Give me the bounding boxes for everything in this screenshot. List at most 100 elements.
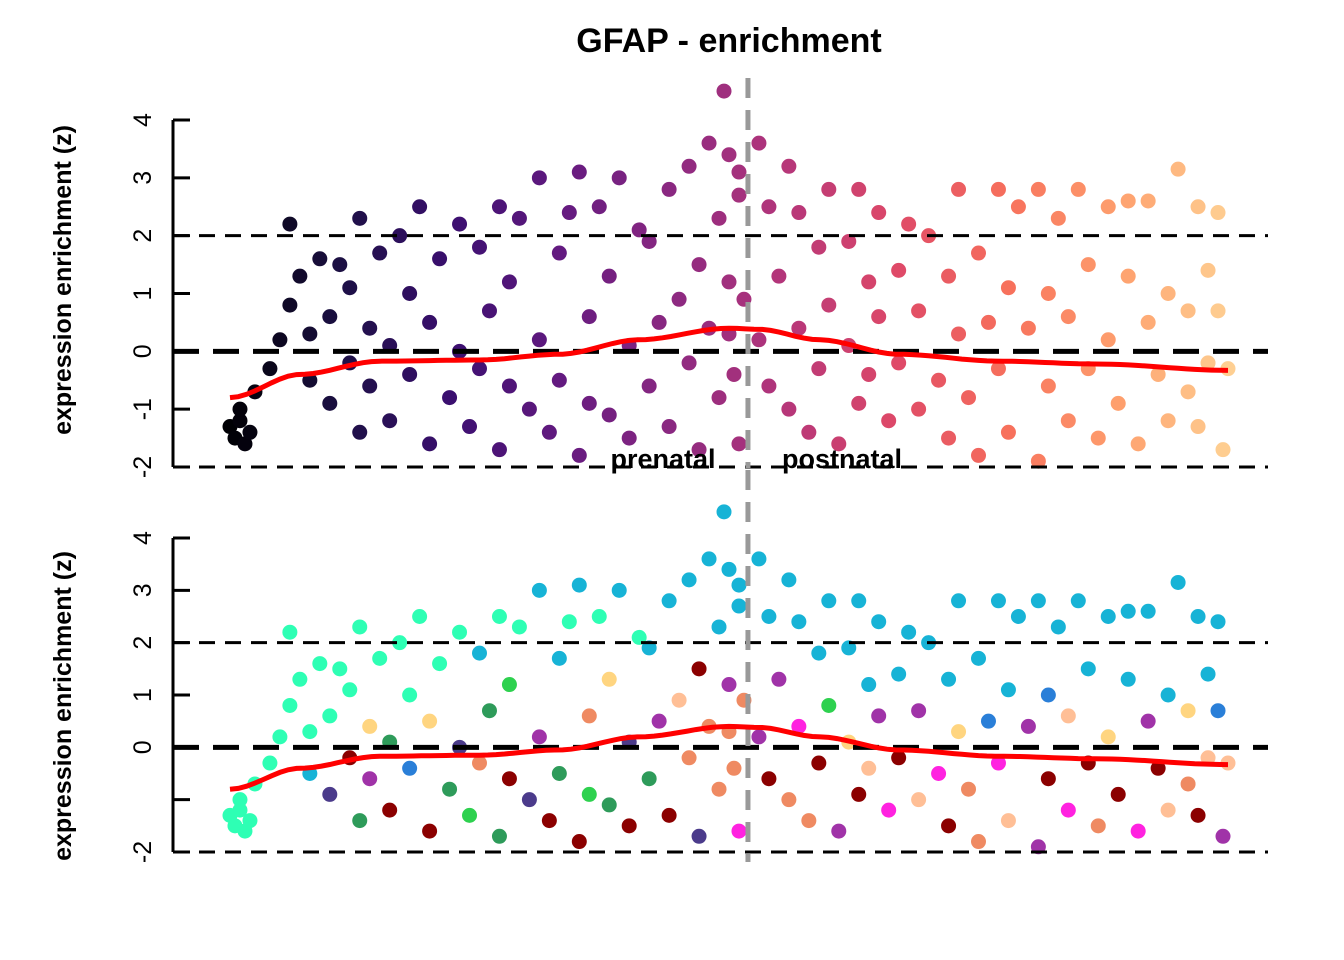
data-point (402, 687, 418, 703)
data-point (1000, 424, 1016, 440)
data-point (1210, 205, 1226, 221)
data-point (1140, 603, 1156, 619)
data-point (911, 303, 927, 319)
data-point (811, 645, 827, 661)
data-point (731, 577, 747, 593)
data-point (971, 834, 986, 850)
data-point (721, 677, 737, 693)
data-point (726, 366, 742, 382)
data-point (511, 210, 527, 226)
data-point (551, 650, 567, 666)
data-point (691, 442, 707, 458)
data-point (641, 233, 657, 249)
data-point (851, 395, 867, 411)
data-point (1010, 609, 1026, 624)
data-point (571, 834, 587, 850)
panel-1: 4 3 2 1 0 -1 -2 expression enrichment (z) prenat… (49, 78, 1268, 478)
data-point (282, 624, 298, 640)
data-point (1140, 314, 1156, 330)
data-point (661, 593, 677, 609)
data-point (1040, 286, 1056, 301)
y-tick-label: 2 (129, 229, 157, 243)
data-point (382, 413, 398, 429)
data-point (491, 828, 507, 844)
data-point (641, 771, 657, 787)
data-point (871, 205, 887, 221)
data-point (1060, 708, 1076, 724)
data-point (931, 766, 947, 781)
data-point (881, 802, 897, 818)
data-point (501, 378, 517, 394)
data-point (711, 210, 727, 226)
data-point (1210, 614, 1226, 630)
data-point (322, 708, 338, 724)
data-point (472, 755, 487, 771)
data-point (761, 609, 777, 624)
data-point (791, 718, 807, 734)
data-point (581, 309, 597, 325)
data-point (831, 823, 847, 839)
data-point (891, 355, 907, 371)
data-point (911, 792, 927, 808)
data-point (362, 718, 378, 734)
data-point (501, 677, 517, 693)
data-point (611, 582, 627, 598)
data-point (1120, 671, 1136, 687)
data-point (601, 671, 617, 687)
data-point (1100, 729, 1116, 745)
y-tick-label: 2 (129, 636, 157, 650)
data-point (821, 697, 837, 713)
data-point (1150, 366, 1166, 382)
data-point (1180, 776, 1196, 792)
data-point (1000, 682, 1016, 698)
trend-line (229, 723, 1229, 792)
data-point (352, 813, 368, 829)
data-point (1070, 593, 1086, 609)
y-tick-label: -2 (129, 456, 157, 478)
data-point (382, 802, 398, 818)
data-point (462, 807, 478, 823)
data-point (1160, 286, 1176, 301)
data-point (731, 164, 747, 180)
data-point (232, 401, 248, 417)
data-point (372, 650, 388, 666)
data-point (1130, 823, 1146, 839)
data-point (1110, 395, 1126, 411)
data-point (891, 750, 907, 766)
data-point (551, 372, 567, 388)
data-point (731, 187, 747, 203)
data-point (681, 572, 697, 588)
data-point (681, 355, 697, 371)
data-point (282, 697, 298, 713)
data-point (322, 786, 338, 802)
data-point (811, 361, 827, 377)
data-point (412, 199, 428, 215)
data-point (871, 309, 887, 325)
data-point (591, 609, 607, 624)
data-point (1050, 619, 1066, 635)
data-point (751, 332, 767, 348)
data-point (541, 813, 557, 829)
data-point (1020, 718, 1036, 734)
data-point (302, 724, 318, 740)
data-point (1190, 199, 1206, 215)
data-point (481, 703, 497, 719)
data-point (521, 792, 537, 808)
data-point (302, 326, 318, 342)
data-point (631, 222, 647, 238)
data-point (282, 297, 298, 313)
data-point (781, 792, 797, 808)
y-tick-label: 1 (129, 688, 157, 702)
y-tick-label: -1 (129, 398, 157, 420)
data-point (931, 372, 947, 388)
data-point (716, 83, 732, 99)
data-point (452, 624, 468, 640)
data-point (571, 447, 587, 463)
data-point (901, 216, 917, 232)
data-point (551, 245, 567, 261)
data-point (242, 813, 258, 829)
data-point (851, 181, 867, 197)
data-point (511, 619, 527, 635)
data-point (242, 424, 258, 440)
